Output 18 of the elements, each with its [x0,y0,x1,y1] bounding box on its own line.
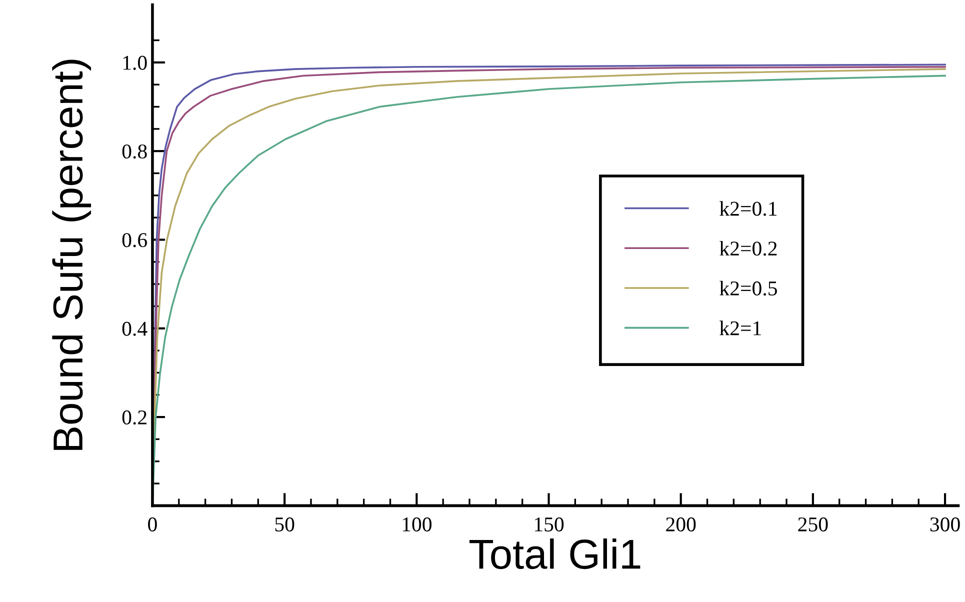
y-tick-label: 0.8 [122,144,147,159]
legend-label: k2=0.2 [720,240,777,256]
x-tick-label: 50 [275,517,294,532]
y-tick-label: 1.0 [123,56,147,70]
x-tick-label: 300 [930,517,960,532]
y-tick-label: 0.2 [122,410,146,425]
x-tick-label: 0 [148,517,157,532]
x-axis-title: Total Gli1 [469,538,640,570]
legend-label: k2=0.1 [720,201,777,216]
x-tick-label: 150 [534,517,564,532]
legend-label: k2=0.5 [720,280,777,296]
y-tick-label: 0.6 [122,233,147,248]
y-tick-label: 0.4 [122,322,148,336]
x-tick-label: 100 [402,517,432,532]
x-tick-label: 250 [798,517,828,532]
legend-label: k2=1 [720,320,761,336]
y-axis-title: Bound Sufu (percent) [52,60,92,450]
x-tick-label: 200 [666,517,696,532]
